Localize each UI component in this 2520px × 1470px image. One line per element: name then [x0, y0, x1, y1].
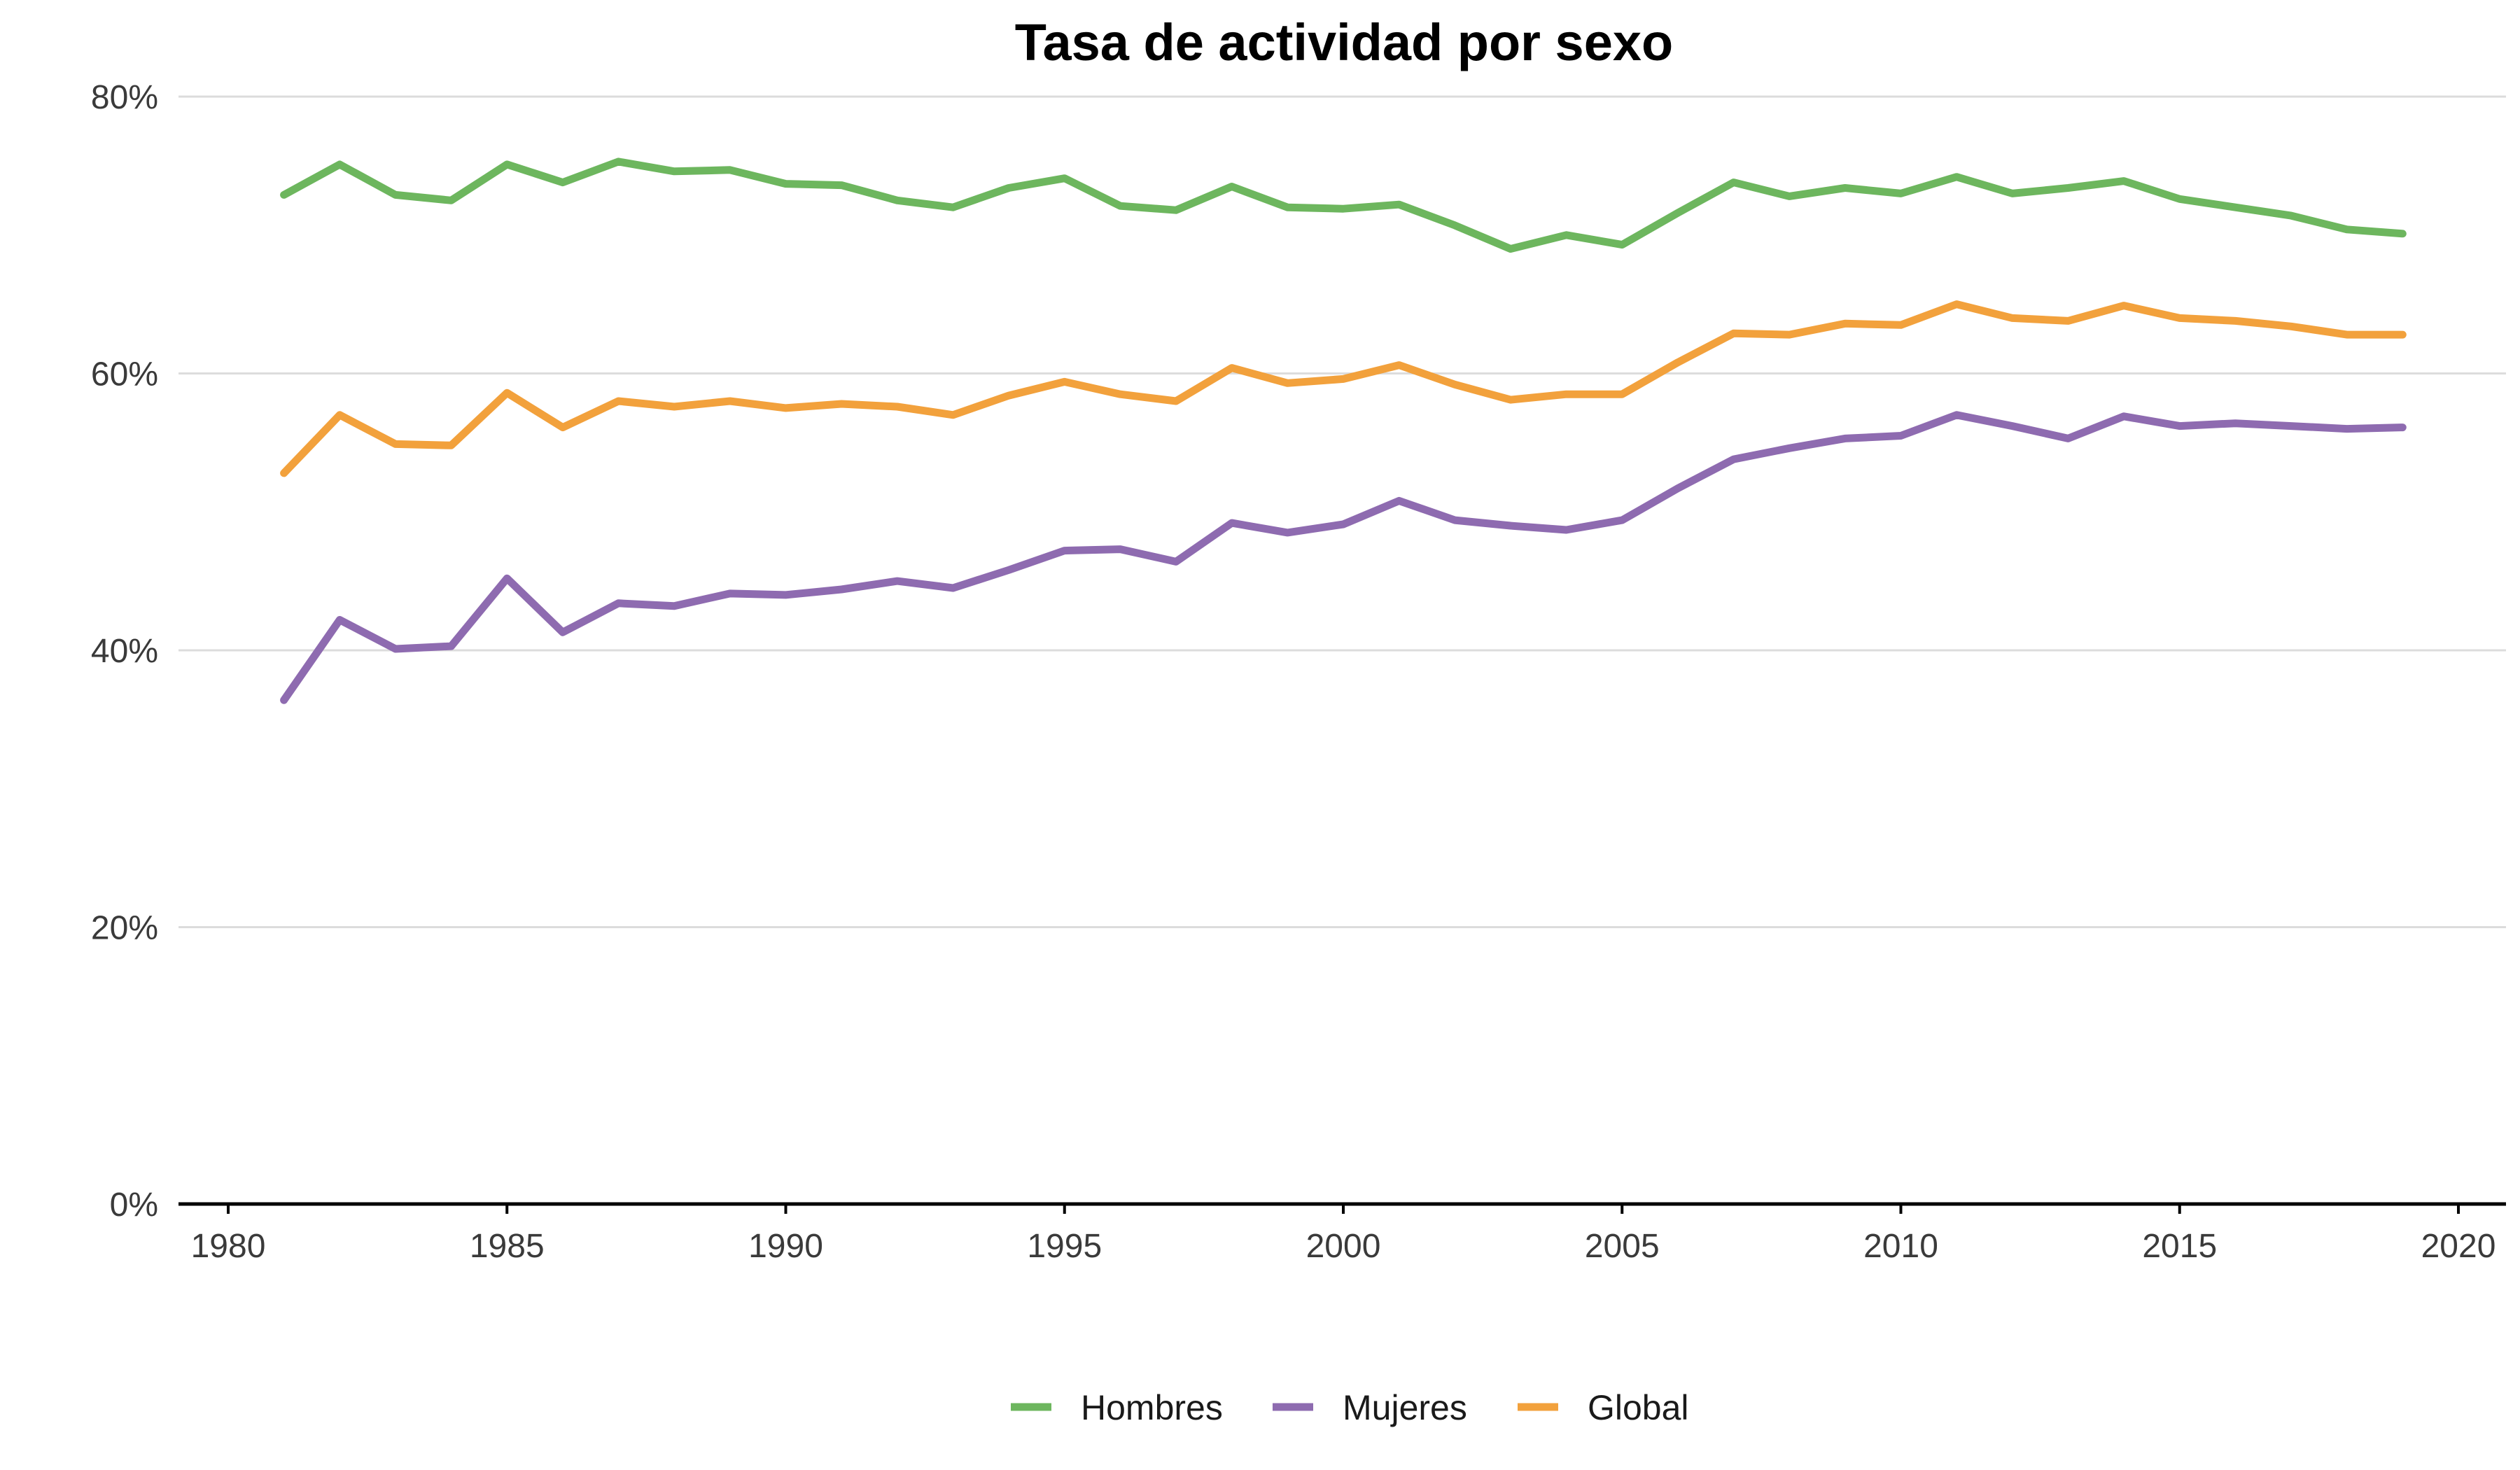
x-tick-label-1990: 1990: [748, 1228, 823, 1265]
legend-label-mujeres: Mujeres: [1343, 1388, 1467, 1427]
x-tick-label-2005: 2005: [1585, 1228, 1660, 1265]
series-line-mujeres: [280, 411, 2407, 704]
y-tick-label-60: 60%: [91, 356, 158, 393]
y-tick-label-20: 20%: [91, 910, 158, 947]
y-tick-label-80: 80%: [91, 79, 158, 116]
legend-item-global: Global: [1518, 1388, 1689, 1427]
series-line-global: [280, 300, 2407, 477]
x-tick-label-2015: 2015: [2142, 1228, 2217, 1265]
y-axis-tick-labels: 0% 20% 40% 60% 80%: [91, 79, 158, 1224]
legend: Hombres Mujeres Global: [1011, 1388, 1689, 1427]
x-tick-label-1985: 1985: [470, 1228, 545, 1265]
x-tick-label-2000: 2000: [1306, 1228, 1381, 1265]
legend-item-mujeres: Mujeres: [1273, 1388, 1467, 1427]
legend-item-hombres: Hombres: [1011, 1388, 1223, 1427]
gridlines: [178, 95, 2506, 928]
chart-title: Tasa de actividad por sexo: [1015, 13, 1673, 71]
series-line-hombres: [280, 158, 2407, 253]
x-tick-label-1980: 1980: [191, 1228, 266, 1265]
y-tick-label-0: 0%: [110, 1186, 158, 1224]
series-lines: [280, 158, 2407, 704]
x-tick-label-2010: 2010: [1863, 1228, 1938, 1265]
x-tick-label-2020: 2020: [2421, 1228, 2496, 1265]
x-tick-label-1995: 1995: [1027, 1228, 1102, 1265]
x-axis: 1980 1985 1990 1995 2000 2005 2010 2015 2020: [178, 1202, 2506, 1265]
legend-label-global: Global: [1588, 1388, 1689, 1427]
legend-label-hombres: Hombres: [1081, 1388, 1223, 1427]
y-tick-label-40: 40%: [91, 633, 158, 670]
